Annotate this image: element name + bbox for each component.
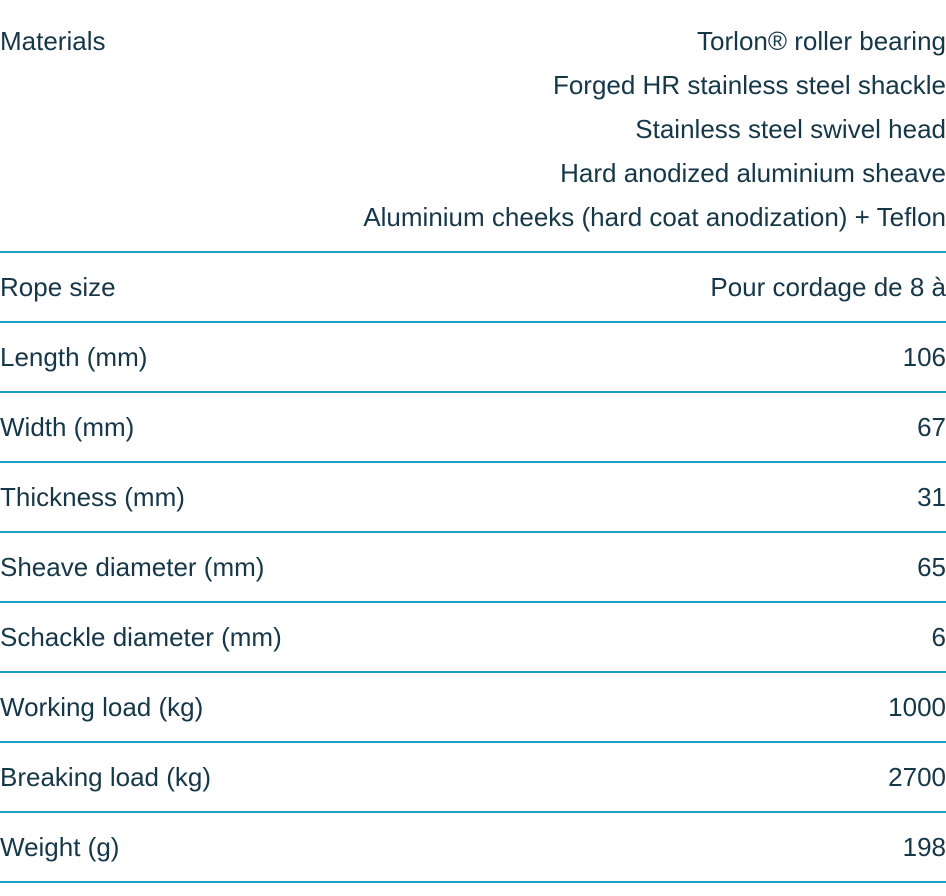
spec-value: 67 [284, 392, 946, 462]
table-row: Working load (kg) 1000 [0, 672, 946, 742]
spec-label: Rope size [0, 272, 116, 302]
spec-value-line: Forged HR stainless steel shackle [552, 70, 946, 100]
spec-label: Working load (kg) [0, 692, 204, 722]
table-row: Width (mm) 67 [0, 392, 946, 462]
table-row: Breaking load (kg) 2700 [0, 742, 946, 812]
spec-label: Weight (g) [0, 832, 120, 862]
spec-value-line: Hard anodized aluminium sheave [560, 158, 946, 188]
table-row: Thickness (mm) 31 [0, 462, 946, 532]
table-row: Length (mm) 106 [0, 322, 946, 392]
spec-value-line: 198 [902, 832, 946, 862]
table-row: Sheave diameter (mm) 65 [0, 532, 946, 602]
spec-label: Breaking load (kg) [0, 762, 211, 792]
spec-value-line: Torlon® roller bearing [697, 26, 946, 56]
table-row: Weight (g) 198 [0, 812, 946, 882]
spec-value: 65 [284, 532, 946, 602]
spec-value: Pour cordage de 8 à [284, 252, 946, 322]
spec-value-line: 6 [931, 622, 946, 652]
spec-value-line: Stainless steel swivel head [635, 114, 946, 144]
spec-label: Length (mm) [0, 342, 148, 372]
table-row: Materials Torlon® roller bearing Forged H… [0, 0, 946, 252]
spec-label: Thickness (mm) [0, 482, 185, 512]
spec-label: Sheave diameter (mm) [0, 552, 265, 582]
spec-label: Materials [0, 26, 106, 56]
spec-value: Torlon® roller bearing Forged HR stainles… [284, 0, 946, 252]
spec-value-line: 1000 [888, 692, 946, 722]
spec-value: 31 [284, 462, 946, 532]
spec-value-line: Pour cordage de 8 à [710, 272, 946, 302]
spec-value: 1000 [284, 672, 946, 742]
spec-value-line: Aluminium cheeks (hard coat anodization)… [363, 202, 946, 232]
spec-label: Width (mm) [0, 412, 135, 442]
spec-value: 198 [284, 812, 946, 882]
spec-value-line: 2700 [888, 762, 946, 792]
spec-label: Schackle diameter (mm) [0, 622, 282, 652]
table-row: Rope size Pour cordage de 8 à [0, 252, 946, 322]
spec-value-line: 67 [917, 412, 946, 442]
spec-value: 6 [284, 602, 946, 672]
spec-value: 2700 [284, 742, 946, 812]
spec-value-line: 106 [902, 342, 946, 372]
spec-value-line: 31 [917, 482, 946, 512]
spec-value-line: 65 [917, 552, 946, 582]
spec-value: 106 [284, 322, 946, 392]
table-row: Schackle diameter (mm) 6 [0, 602, 946, 672]
